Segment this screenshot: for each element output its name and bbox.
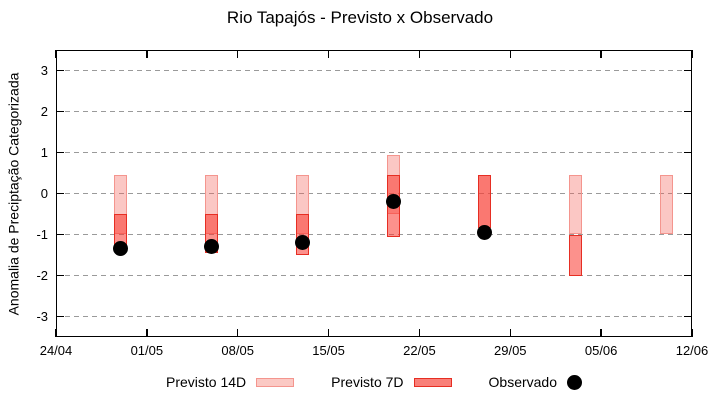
observado-point [295,235,311,251]
legend: Previsto 14D Previsto 7D Observado [56,370,692,394]
x-tick-label: 12/06 [675,343,709,358]
y-tick-left [56,110,64,113]
y-tick-label: 1 [40,144,48,160]
x-tick-label: 29/05 [494,343,527,358]
previsto-14d-bar [659,175,673,235]
y-tick-left [56,151,64,154]
y-tick-left [56,192,64,195]
gridline-y-1 [56,152,692,153]
x-tick-top [600,50,602,58]
observado-dot-swatch [567,374,582,390]
previsto-14d-bar [568,175,582,235]
y-tick-label: -3 [36,308,48,324]
gridline-y-3 [56,70,692,71]
x-tick-label: 15/05 [312,343,345,358]
x-tick-bottom [236,329,239,337]
x-tick-top [691,50,693,58]
y-tick-left [56,69,64,72]
gridline-y--1 [56,234,692,235]
plot-border [56,50,692,337]
x-tick-top [146,50,148,58]
y-tick-left [56,315,64,318]
x-tick-label: 22/05 [403,343,436,358]
observado-point [476,224,492,240]
x-tick-top [418,50,421,58]
y-tick-right [684,274,692,277]
x-tick-top [236,50,239,58]
y-tick-label: -2 [36,267,48,283]
observado-point [113,241,129,257]
legend-label-observado: Observado [488,374,557,390]
y-tick-right [684,233,692,236]
chart-title: Rio Tapajós - Previsto x Observado [226,8,494,27]
y-tick-label: -1 [36,226,48,242]
x-tick-top [509,50,512,58]
observado-point [385,194,401,210]
y-tick-left [56,233,64,236]
plot-area [55,50,693,337]
gridline-y-0 [56,193,692,194]
y-tick-right [684,110,692,113]
previsto-7d-swatch [413,377,452,387]
y-tick-left [56,274,64,277]
x-tick-bottom [600,329,602,337]
y-tick-label: 2 [40,103,48,119]
previsto-7d-bar [568,234,582,276]
y-tick-label: 0 [40,185,48,201]
x-tick-bottom [146,329,148,337]
gridline-y--3 [56,316,692,317]
observado-point [204,239,220,255]
x-tick-label: 01/05 [130,343,164,358]
legend-item-previsto-14d: Previsto 14D [166,374,295,390]
x-tick-label: 08/05 [221,343,254,358]
x-tick-label: 24/04 [39,343,73,358]
legend-label-previsto-14d: Previsto 14D [166,374,247,390]
x-tick-bottom [509,329,512,337]
x-tick-label: 05/06 [584,343,618,358]
x-tick-bottom [418,329,421,337]
legend-item-observado: Observado [489,374,582,390]
x-tick-bottom [327,329,330,337]
legend-label-previsto-7d: Previsto 7D [331,374,404,390]
gridline-y-2 [56,111,692,112]
y-tick-right [684,315,692,318]
legend-item-previsto-7d: Previsto 7D [331,374,452,390]
previsto-14d-swatch [256,377,295,387]
y-tick-right [684,192,692,195]
y-tick-right [684,151,692,154]
x-tick-top [327,50,330,58]
x-tick-bottom [691,329,693,337]
y-tick-label: 3 [40,62,48,78]
y-tick-right [684,69,692,72]
gridline-y--2 [56,275,692,276]
